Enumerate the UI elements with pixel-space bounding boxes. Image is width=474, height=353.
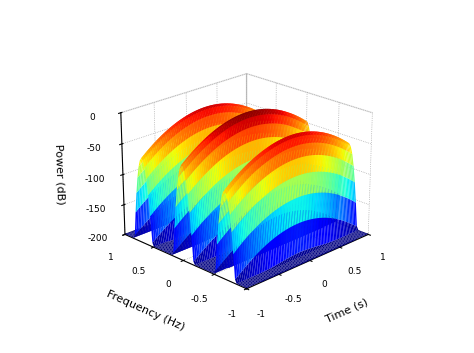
Y-axis label: Frequency (Hz): Frequency (Hz)	[106, 289, 187, 333]
X-axis label: Time (s): Time (s)	[324, 297, 370, 325]
